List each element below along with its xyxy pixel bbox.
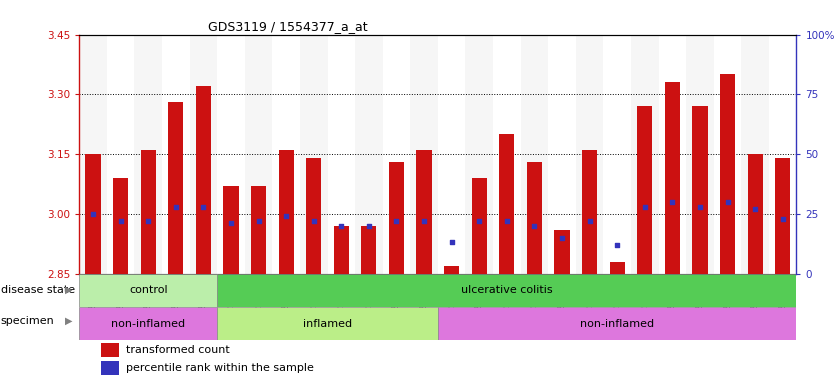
- Bar: [527, 162, 542, 273]
- Bar: [438, 307, 796, 341]
- Text: disease state: disease state: [1, 285, 75, 295]
- Bar: [101, 343, 118, 357]
- Bar: [665, 82, 680, 273]
- Bar: [555, 230, 570, 273]
- Text: non-inflamed: non-inflamed: [111, 319, 185, 329]
- Point: [307, 218, 320, 224]
- Bar: [637, 106, 652, 273]
- Bar: [775, 158, 791, 273]
- Bar: [575, 35, 603, 273]
- Text: percentile rank within the sample: percentile rank within the sample: [126, 363, 314, 373]
- Point: [224, 220, 238, 227]
- Point: [500, 218, 514, 224]
- Point: [721, 199, 734, 205]
- Text: non-inflamed: non-inflamed: [580, 319, 654, 329]
- Bar: [196, 86, 211, 273]
- Bar: [244, 35, 273, 273]
- Bar: [217, 273, 796, 307]
- Text: ulcerative colitis: ulcerative colitis: [461, 285, 553, 295]
- Point: [638, 204, 651, 210]
- Point: [445, 239, 459, 245]
- Bar: [113, 178, 128, 273]
- Bar: [582, 150, 597, 273]
- Point: [776, 215, 789, 222]
- Bar: [686, 35, 714, 273]
- Bar: [279, 150, 294, 273]
- Point: [114, 218, 128, 224]
- Text: GDS3119 / 1554377_a_at: GDS3119 / 1554377_a_at: [208, 20, 368, 33]
- Point: [389, 218, 403, 224]
- Bar: [472, 178, 487, 273]
- Point: [583, 218, 596, 224]
- Text: ▶: ▶: [65, 285, 73, 295]
- Bar: [520, 35, 548, 273]
- Point: [748, 206, 761, 212]
- Point: [279, 213, 293, 219]
- Point: [555, 235, 569, 241]
- Bar: [141, 150, 156, 273]
- Point: [362, 223, 375, 229]
- Bar: [500, 134, 515, 273]
- Bar: [410, 35, 438, 273]
- Bar: [416, 150, 432, 273]
- Bar: [79, 35, 107, 273]
- Bar: [168, 102, 183, 273]
- Bar: [251, 186, 266, 273]
- Point: [87, 211, 100, 217]
- Bar: [610, 262, 625, 273]
- Text: ▶: ▶: [65, 316, 73, 326]
- Bar: [361, 226, 376, 273]
- Bar: [189, 35, 217, 273]
- Point: [334, 223, 348, 229]
- Bar: [631, 35, 659, 273]
- Text: control: control: [129, 285, 168, 295]
- Bar: [300, 35, 328, 273]
- Bar: [741, 35, 769, 273]
- Bar: [747, 154, 762, 273]
- Point: [666, 199, 679, 205]
- Text: inflamed: inflamed: [303, 319, 352, 329]
- Point: [693, 204, 706, 210]
- Bar: [355, 35, 383, 273]
- Bar: [334, 226, 349, 273]
- Bar: [134, 35, 162, 273]
- Bar: [85, 154, 101, 273]
- Bar: [444, 266, 460, 273]
- Point: [528, 223, 541, 229]
- Bar: [224, 186, 239, 273]
- Bar: [217, 307, 438, 341]
- Point: [142, 218, 155, 224]
- Bar: [389, 162, 404, 273]
- Point: [169, 204, 183, 210]
- Point: [252, 218, 265, 224]
- Bar: [720, 74, 735, 273]
- Point: [417, 218, 430, 224]
- Bar: [79, 273, 217, 307]
- Bar: [465, 35, 493, 273]
- Point: [610, 242, 624, 248]
- Point: [197, 204, 210, 210]
- Text: specimen: specimen: [1, 316, 54, 326]
- Bar: [101, 361, 118, 374]
- Point: [473, 218, 486, 224]
- Bar: [306, 158, 321, 273]
- Bar: [79, 307, 217, 341]
- Bar: [692, 106, 707, 273]
- Text: transformed count: transformed count: [126, 345, 229, 355]
